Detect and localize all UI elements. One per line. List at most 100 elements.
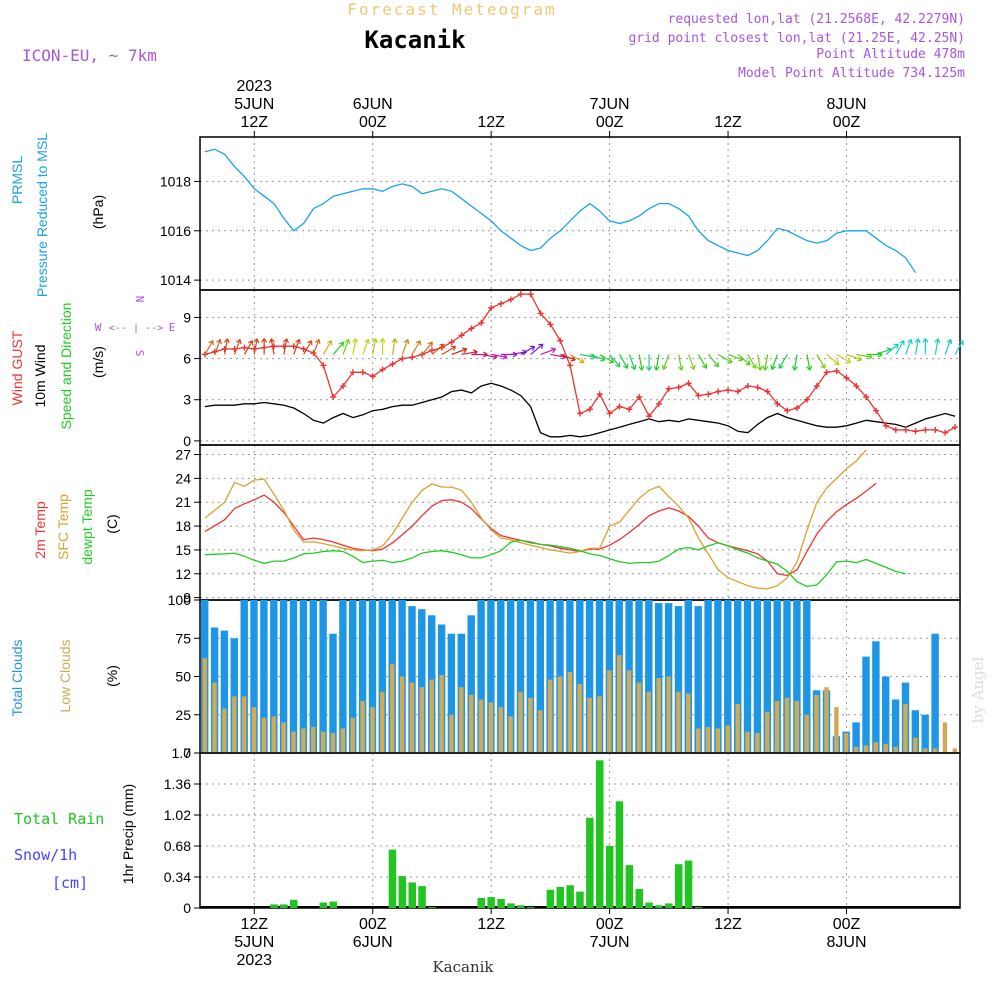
total-cloud-bar [793,600,801,753]
dewpt-label: dewpt Temp [79,489,95,564]
total-cloud-bar [763,600,771,753]
wind-arrow [303,340,313,355]
y-tick-label: 1.7 [172,745,192,761]
wind-arrow-head [364,338,370,345]
compass-north: N [133,296,146,303]
rain-bar [290,899,298,908]
gust-marker [300,345,307,352]
total-cloud-bar [329,633,337,753]
wind-arrow-head [268,338,275,344]
wind-arrow [885,343,899,355]
top-time-label: 2023 [236,78,272,95]
wind-arrow-head [295,338,301,345]
y-tick-label: 9 [183,590,191,606]
wind-arrow-head [623,363,629,369]
low-cloud-bar [488,702,494,753]
gust-marker [784,407,791,414]
low-cloud-bar [409,682,415,753]
wind-arrow [846,353,862,361]
precip-panel-labels: Total Rain Snow/1h [cm] 1hr Precip (mm) [14,784,136,892]
top-time-label: 00Z [359,114,387,131]
gust-marker [744,383,751,390]
gust-marker [241,344,248,351]
rain-bar [280,904,288,908]
wind-arrow-head [922,338,929,343]
snow-unit: [cm] [52,874,88,892]
wind-arrow [934,338,939,355]
wind-arrow-head [646,366,653,371]
low-cloud-bar [281,722,286,753]
rain-bar [526,907,535,908]
total-cloud-bar [753,600,762,753]
wind-arrow [391,338,396,355]
snow-label: Snow/1h [14,846,77,864]
wind-arrow [421,341,433,355]
gust-marker [912,428,919,435]
wind-arrow-head [529,345,536,351]
wind-arrow [628,354,636,370]
low-cloud-bar [626,670,632,753]
gust-marker [201,351,208,358]
total-cloud-bar [368,600,377,753]
gust-marker [695,392,702,399]
total-cloud-bar [250,600,258,753]
wind-panel: 0 3 6 9 [183,289,964,449]
total-cloud-bar [526,600,535,753]
gust-marker [488,304,495,311]
wind-arrow-head [600,355,606,362]
wind-arrow-head [338,341,345,347]
low-cloud-bar [557,676,563,753]
low-cloud-bar [538,710,543,753]
wind-arrow-head [770,364,777,370]
total-cloud-bar [467,615,475,753]
wind-frame [199,289,961,446]
low-cloud-bar [646,691,651,753]
low-cloud-bar [449,714,454,754]
total-cloud-bar [378,600,386,753]
wind-arrow-head [727,358,733,364]
y-tick-label: 27 [175,447,191,463]
rain-bar [517,905,525,908]
total-cloud-bar [447,633,456,753]
top-time-label: 12Z [714,114,742,131]
wind-arrow [322,340,332,355]
low-cloud-bar [686,693,691,753]
y-tick-label: 1016 [160,223,191,239]
total-cloud-bar [279,600,288,753]
pressure-frame [199,136,961,291]
low-cloud-bar [498,707,503,753]
wind-speed-line [204,382,956,438]
wind-arrow-head [538,343,544,349]
total-cloud-bar [724,600,732,753]
low-cloud-bar [380,691,385,753]
rain-bar [270,904,278,908]
wind-arrow [204,340,214,355]
t2m-label: 2m Temp [32,501,48,559]
total-cloud-bar [694,606,702,753]
wind-arrow-head [344,338,351,345]
total-cloud-bar [349,600,357,753]
wind-arrow-head [579,358,585,364]
low-cloud-bar [903,704,908,753]
wind-arrow-head [261,338,268,343]
low-cloud-bar [824,687,829,753]
wind-arrow-head [216,338,222,345]
gust-marker [557,337,564,344]
compass-cross: <-- | --> [109,323,163,334]
low-cloud-bar [853,746,859,753]
low-cloud-bar [251,707,257,753]
wind-arrow [778,354,788,369]
wind-arrow-head [391,338,398,344]
rain-bar [507,903,515,908]
wind-arrow [352,338,357,355]
y-tick-label: 6 [183,351,191,367]
wind-arrow [826,354,840,366]
wind-arrow [895,340,905,355]
model-altitude: Model Point Altitude 734.125m [738,66,965,81]
low-cloud-bar [340,728,345,753]
gust-marker [458,332,465,339]
gust-marker [498,300,505,307]
low-cloud-bar [271,716,276,753]
low-cloud-bar [469,694,474,753]
